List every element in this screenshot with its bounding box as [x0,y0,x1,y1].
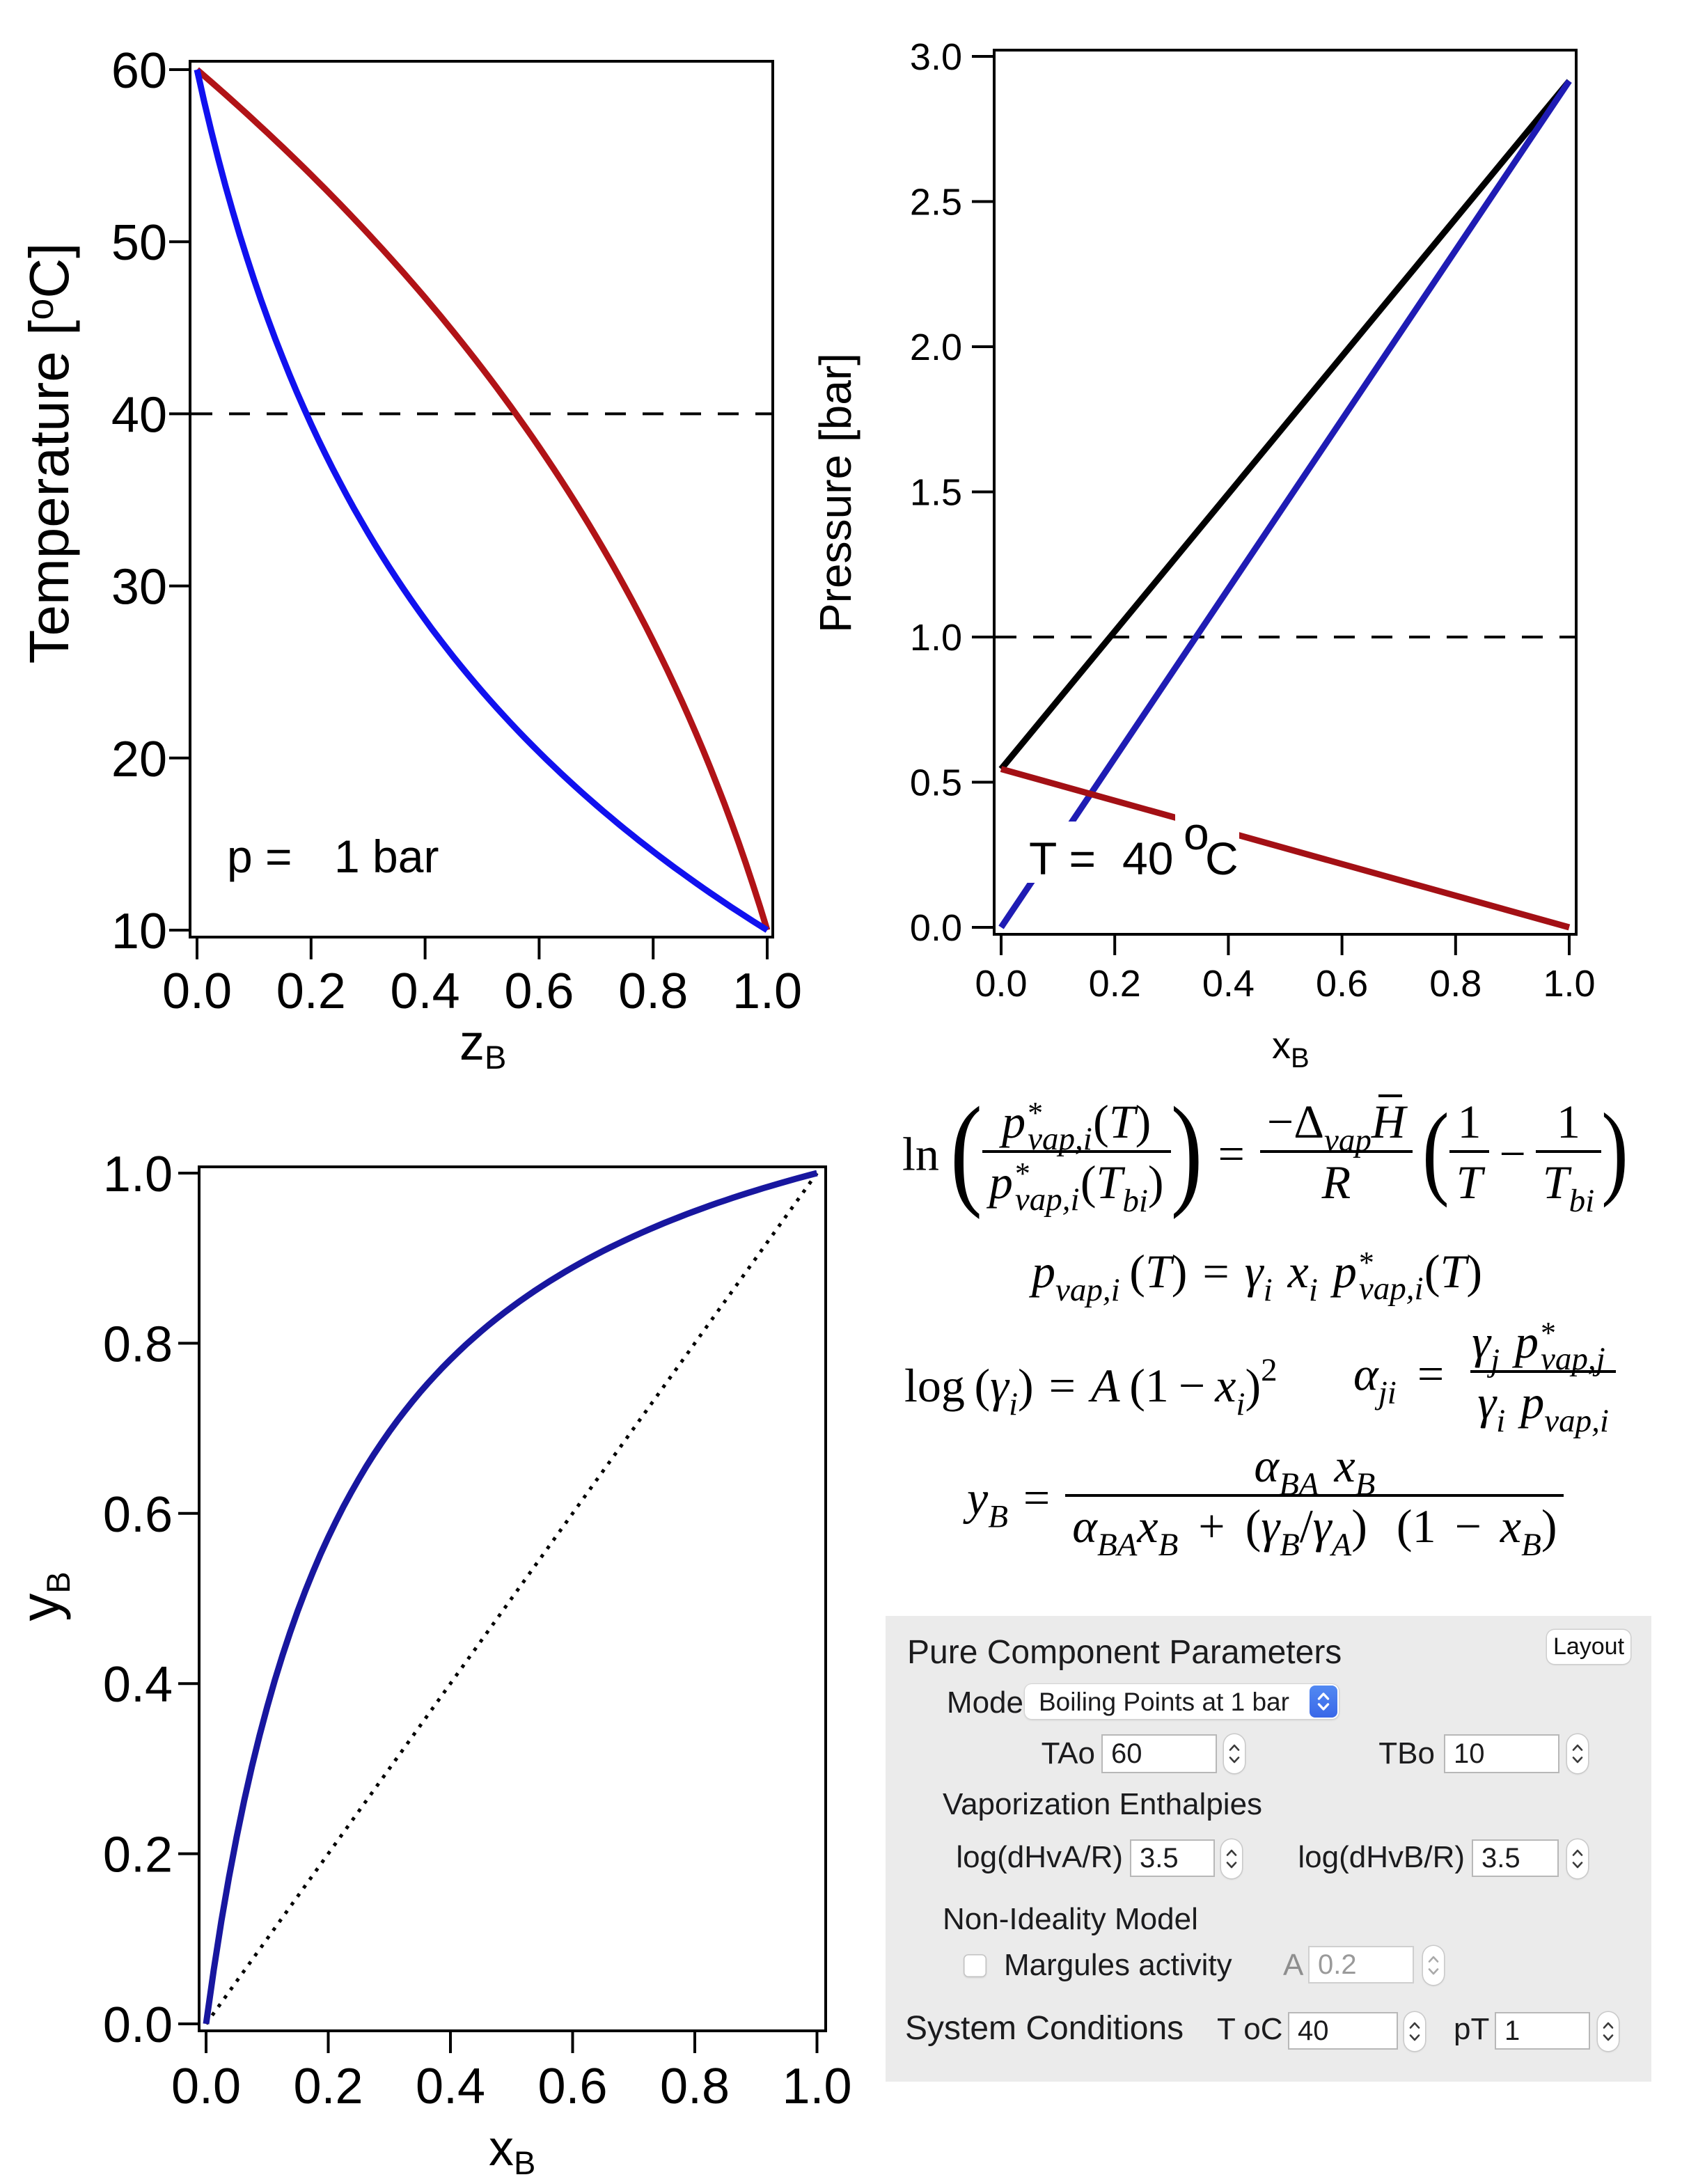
svg-text:40: 40 [111,387,167,443]
svg-text:10: 10 [111,904,167,959]
svg-text:0.8: 0.8 [1429,963,1481,1005]
svg-text:0.0: 0.0 [171,2059,241,2114]
svg-text:30: 30 [111,560,167,615]
svg-text:1.0: 1.0 [1543,963,1595,1005]
svg-text:0.8: 0.8 [618,964,688,1019]
svg-text:0.4: 0.4 [1202,963,1255,1005]
svg-text:0.4: 0.4 [103,1657,173,1713]
svg-text:0.6: 0.6 [103,1487,173,1543]
svg-text:0.2: 0.2 [1089,963,1141,1005]
svg-text:1.0: 1.0 [782,2059,851,2114]
svg-text:0.2: 0.2 [103,1828,173,1883]
svg-text:2.0: 2.0 [910,327,962,368]
svg-text:2.5: 2.5 [910,182,962,223]
svg-text:1 bar: 1 bar [334,831,439,882]
svg-text:0.2: 0.2 [293,2059,363,2114]
svg-text:0.8: 0.8 [103,1317,173,1372]
svg-text:1.5: 1.5 [910,472,962,514]
svg-text:20: 20 [111,732,167,787]
svg-text:0.0: 0.0 [162,964,232,1019]
svg-text:xB: xB [489,2121,535,2181]
svg-text:Temperature [oC]: Temperature [oC] [17,243,80,664]
svg-text:50: 50 [111,215,167,271]
svg-text:0.5: 0.5 [910,762,962,804]
svg-text:0.4: 0.4 [391,964,460,1019]
svg-text:yB: yB [9,1571,77,1621]
svg-text:xB: xB [1272,1025,1310,1074]
svg-text:0.0: 0.0 [975,963,1027,1005]
svg-text:p =: p = [227,831,292,882]
svg-text:Pressure [bar]: Pressure [bar] [810,353,860,633]
svg-text:0.6: 0.6 [1316,963,1368,1005]
svg-text:0.4: 0.4 [416,2059,485,2114]
svg-text:1.0: 1.0 [910,617,962,659]
svg-text:1.0: 1.0 [732,964,802,1019]
svg-text:T =: T = [1029,833,1096,884]
svg-text:60: 60 [111,43,167,99]
svg-text:o: o [1184,808,1209,859]
svg-text:0.2: 0.2 [276,964,346,1019]
svg-text:0.0: 0.0 [910,907,962,949]
svg-text:0.0: 0.0 [103,1997,173,2053]
svg-text:3.0: 3.0 [910,36,962,78]
svg-text:0.8: 0.8 [660,2059,730,2114]
svg-text:C: C [1205,833,1239,884]
svg-text:0.6: 0.6 [504,964,574,1019]
svg-text:40: 40 [1122,833,1173,884]
svg-text:1.0: 1.0 [103,1147,173,1202]
svg-text:zB: zB [459,1015,506,1076]
svg-text:0.6: 0.6 [537,2059,607,2114]
